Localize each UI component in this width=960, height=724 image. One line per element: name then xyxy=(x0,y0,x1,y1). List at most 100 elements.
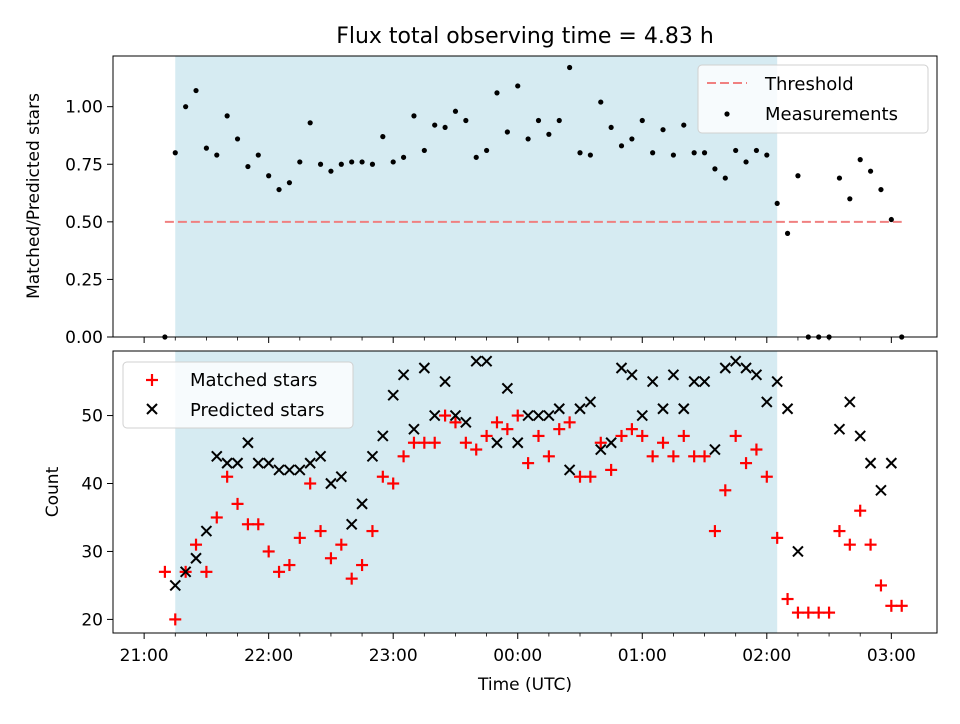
matched-star-point xyxy=(833,525,846,538)
matched-star-point xyxy=(345,572,358,585)
legend-threshold-label: Threshold xyxy=(764,74,854,95)
predicted-star-point xyxy=(211,450,223,463)
predicted-star-point xyxy=(429,409,441,422)
bottom-y-axis-label: Count xyxy=(43,466,63,517)
matched-star-point xyxy=(708,525,721,538)
matched-star-point xyxy=(615,429,628,442)
matched-star-point xyxy=(563,416,576,429)
top-legend: Threshold Measurements xyxy=(697,64,929,134)
measurement-point xyxy=(400,154,407,160)
predicted-star-point xyxy=(657,403,669,415)
measurement-point xyxy=(224,113,230,119)
predicted-star-point xyxy=(242,437,254,449)
matched-star-point xyxy=(895,599,908,612)
predicted-star-point xyxy=(480,355,493,367)
measurement-point xyxy=(878,186,884,193)
matched-star-point xyxy=(605,463,618,476)
measurement-point xyxy=(722,175,728,181)
predicted-star-point xyxy=(439,375,451,388)
predicted-star-point xyxy=(387,389,399,401)
bottom-legend: Matched stars Predicted stars xyxy=(122,361,354,429)
predicted-star-point xyxy=(678,403,690,415)
measurement-point xyxy=(577,150,583,156)
measurement-point xyxy=(701,150,708,156)
matched-star-point xyxy=(407,436,420,449)
measurement-point xyxy=(411,113,417,119)
measurement-point xyxy=(432,122,438,128)
predicted-star-point xyxy=(491,437,503,449)
matched-star-point xyxy=(574,470,587,483)
predicted-star-point xyxy=(875,484,887,497)
predicted-star-point xyxy=(512,437,524,449)
measurement-point xyxy=(753,147,760,154)
measurement-point xyxy=(463,117,469,124)
bottom-x-ticks: 21:00 22:00 23:00 00:00 01:00 02:00 03:00 xyxy=(120,633,916,666)
top-highlight-span xyxy=(175,56,778,337)
matched-star-point xyxy=(314,525,327,538)
predicted-star-point xyxy=(584,396,597,408)
matched-stars-points xyxy=(158,409,908,626)
predicted-star-point xyxy=(169,579,181,592)
matched-star-point xyxy=(459,436,472,449)
predicted-star-point xyxy=(709,443,721,456)
measurement-point xyxy=(650,150,656,156)
predicted-star-point xyxy=(470,355,482,367)
predicted-star-point xyxy=(179,566,192,578)
predicted-star-point xyxy=(667,369,680,381)
measurement-point xyxy=(203,145,210,151)
matched-star-point xyxy=(636,429,649,442)
matched-star-point xyxy=(273,565,286,578)
top-y-tick-label: 0.25 xyxy=(65,270,103,290)
matched-star-point xyxy=(542,450,555,463)
bottom-panel: 20 30 40 50 21:00 22:00 23:00 00:00 01:00 02:00 0… xyxy=(43,350,938,695)
measurement-point xyxy=(421,147,427,154)
measurement-point xyxy=(349,159,355,165)
predicted-star-point xyxy=(314,450,327,463)
measurement-point xyxy=(484,147,490,154)
matched-star-point xyxy=(854,504,867,517)
top-y-tick-label: 0.50 xyxy=(65,213,103,233)
x-tick-label: 03:00 xyxy=(867,646,916,666)
bottom-y-tick-label: 40 xyxy=(81,475,103,495)
predicted-star-point xyxy=(854,430,866,442)
measurement-point xyxy=(255,152,261,158)
measurement-point xyxy=(494,90,500,96)
x-tick-label: 22:00 xyxy=(244,646,293,666)
measurement-point xyxy=(618,143,625,149)
predicted-star-point xyxy=(190,552,202,564)
x-tick-label: 23:00 xyxy=(369,646,418,666)
measurement-point xyxy=(234,136,241,142)
matched-star-point xyxy=(293,531,306,544)
predicted-star-point xyxy=(397,369,410,381)
measurement-point xyxy=(867,168,874,174)
measurement-point xyxy=(442,124,448,131)
matched-star-point xyxy=(262,545,275,558)
matched-star-point xyxy=(335,538,348,551)
matched-star-point xyxy=(771,531,784,544)
measurement-point xyxy=(784,230,791,236)
measurement-point xyxy=(660,127,666,133)
measurement-point xyxy=(888,216,894,223)
predicted-star-point xyxy=(553,403,565,415)
predicted-star-point xyxy=(605,437,617,449)
matched-star-point xyxy=(843,538,856,551)
matched-star-point xyxy=(169,613,182,626)
matched-star-point xyxy=(200,565,213,578)
top-axes-frame xyxy=(112,55,938,338)
matched-star-point xyxy=(304,477,317,490)
measurement-point xyxy=(452,108,459,114)
predicted-star-point xyxy=(501,382,514,395)
predicted-star-point xyxy=(761,396,773,408)
top-legend-box xyxy=(697,64,929,134)
matched-star-point xyxy=(449,416,462,429)
matched-star-point xyxy=(688,450,701,463)
predicted-star-point xyxy=(532,409,545,422)
matched-star-point xyxy=(719,484,732,497)
measurement-point xyxy=(504,129,510,135)
bottom-y-tick-label: 30 xyxy=(81,542,103,562)
measurement-point xyxy=(774,200,780,207)
predicted-star-point xyxy=(294,464,306,476)
predicted-star-point xyxy=(792,545,804,558)
matched-star-point xyxy=(158,565,171,578)
